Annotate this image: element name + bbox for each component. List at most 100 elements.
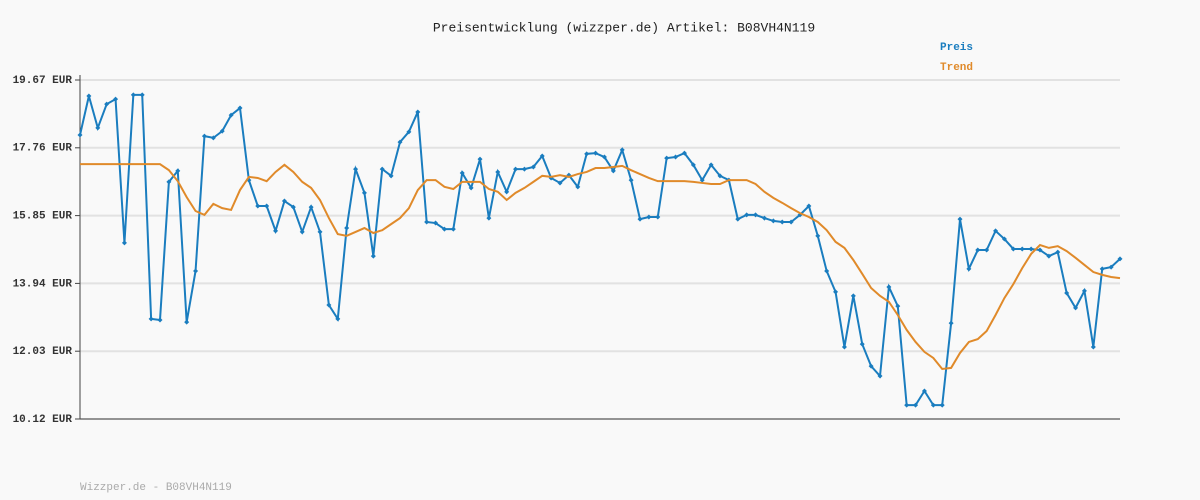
- point-marker: [601, 154, 607, 160]
- point-marker: [575, 184, 581, 190]
- point-marker: [593, 150, 599, 156]
- point-marker: [201, 133, 207, 139]
- point-marker: [530, 164, 536, 170]
- point-marker: [708, 162, 714, 168]
- point-marker: [610, 168, 616, 174]
- point-marker: [779, 219, 785, 225]
- point-marker: [1019, 246, 1025, 252]
- point-marker: [904, 402, 910, 408]
- point-marker: [379, 166, 385, 172]
- point-marker: [717, 173, 723, 179]
- series-line: [80, 163, 1121, 371]
- point-marker: [148, 316, 154, 322]
- point-marker: [975, 247, 981, 253]
- point-marker: [415, 109, 421, 115]
- point-marker: [557, 180, 563, 186]
- point-marker: [370, 253, 376, 259]
- point-marker: [637, 216, 643, 222]
- point-marker: [521, 166, 527, 172]
- point-marker: [299, 229, 305, 235]
- point-marker: [219, 128, 225, 134]
- legend-label: Trend: [940, 62, 973, 74]
- point-marker: [121, 240, 127, 246]
- point-marker: [86, 93, 92, 99]
- point-marker: [895, 303, 901, 309]
- point-marker: [255, 203, 261, 209]
- point-marker: [1037, 247, 1043, 253]
- point-marker: [619, 147, 625, 153]
- y-tick-label: 17.76 EUR: [13, 143, 73, 155]
- footer: Wizzper.de - B08VH4N119: [80, 482, 232, 494]
- point-marker: [495, 169, 501, 175]
- point-marker: [850, 293, 856, 299]
- point-marker: [681, 150, 687, 156]
- point-marker: [139, 92, 145, 98]
- point-marker: [664, 155, 670, 161]
- point-marker: [273, 228, 279, 234]
- point-marker: [841, 344, 847, 350]
- point-marker: [1064, 290, 1070, 296]
- point-marker: [930, 402, 936, 408]
- point-marker: [584, 151, 590, 157]
- y-tick-label: 13.94 EUR: [13, 278, 73, 290]
- point-marker: [966, 266, 972, 272]
- point-marker: [397, 139, 403, 145]
- point-marker: [806, 203, 812, 209]
- point-marker: [628, 177, 634, 183]
- point-marker: [1028, 246, 1034, 252]
- point-marker: [157, 317, 163, 323]
- point-marker: [646, 214, 652, 220]
- legend-label: Preis: [940, 42, 973, 54]
- chart-title: Preisentwicklung (wizzper.de) Artikel: B…: [433, 20, 815, 35]
- point-marker: [939, 402, 945, 408]
- point-marker: [957, 216, 963, 222]
- point-marker: [237, 105, 243, 111]
- point-marker: [326, 302, 332, 308]
- point-marker: [699, 177, 705, 183]
- point-marker: [1108, 264, 1114, 270]
- point-marker: [1081, 288, 1087, 294]
- point-marker: [361, 190, 367, 196]
- point-marker: [228, 112, 234, 118]
- point-marker: [130, 92, 136, 98]
- point-marker: [877, 373, 883, 379]
- point-marker: [761, 215, 767, 221]
- point-marker: [744, 212, 750, 218]
- y-tick-label: 12.03 EUR: [13, 346, 73, 358]
- point-marker: [1046, 253, 1052, 259]
- point-marker: [308, 204, 314, 210]
- point-marker: [264, 203, 270, 209]
- point-marker: [459, 170, 465, 176]
- point-marker: [317, 229, 323, 235]
- point-marker: [948, 320, 954, 326]
- point-marker: [344, 225, 350, 231]
- point-marker: [655, 214, 661, 220]
- point-marker: [353, 166, 359, 172]
- point-marker: [450, 226, 456, 232]
- point-marker: [539, 153, 545, 159]
- point-marker: [1090, 344, 1096, 350]
- point-marker: [77, 132, 83, 138]
- point-marker: [113, 96, 119, 102]
- point-marker: [433, 220, 439, 226]
- y-tick-label: 15.85 EUR: [13, 211, 73, 223]
- point-marker: [690, 162, 696, 168]
- point-marker: [184, 319, 190, 325]
- point-marker: [753, 212, 759, 218]
- point-marker: [824, 268, 830, 274]
- point-marker: [104, 101, 110, 107]
- point-marker: [868, 363, 874, 369]
- point-marker: [1117, 256, 1123, 262]
- point-marker: [770, 218, 776, 224]
- y-tick-label: 10.12 EUR: [13, 414, 73, 426]
- point-marker: [388, 173, 394, 179]
- point-marker: [210, 135, 216, 141]
- point-marker: [984, 247, 990, 253]
- point-marker: [1055, 249, 1061, 255]
- point-marker: [281, 198, 287, 204]
- point-marker: [993, 228, 999, 234]
- point-marker: [504, 189, 510, 195]
- point-marker: [95, 125, 101, 131]
- point-marker: [815, 233, 821, 239]
